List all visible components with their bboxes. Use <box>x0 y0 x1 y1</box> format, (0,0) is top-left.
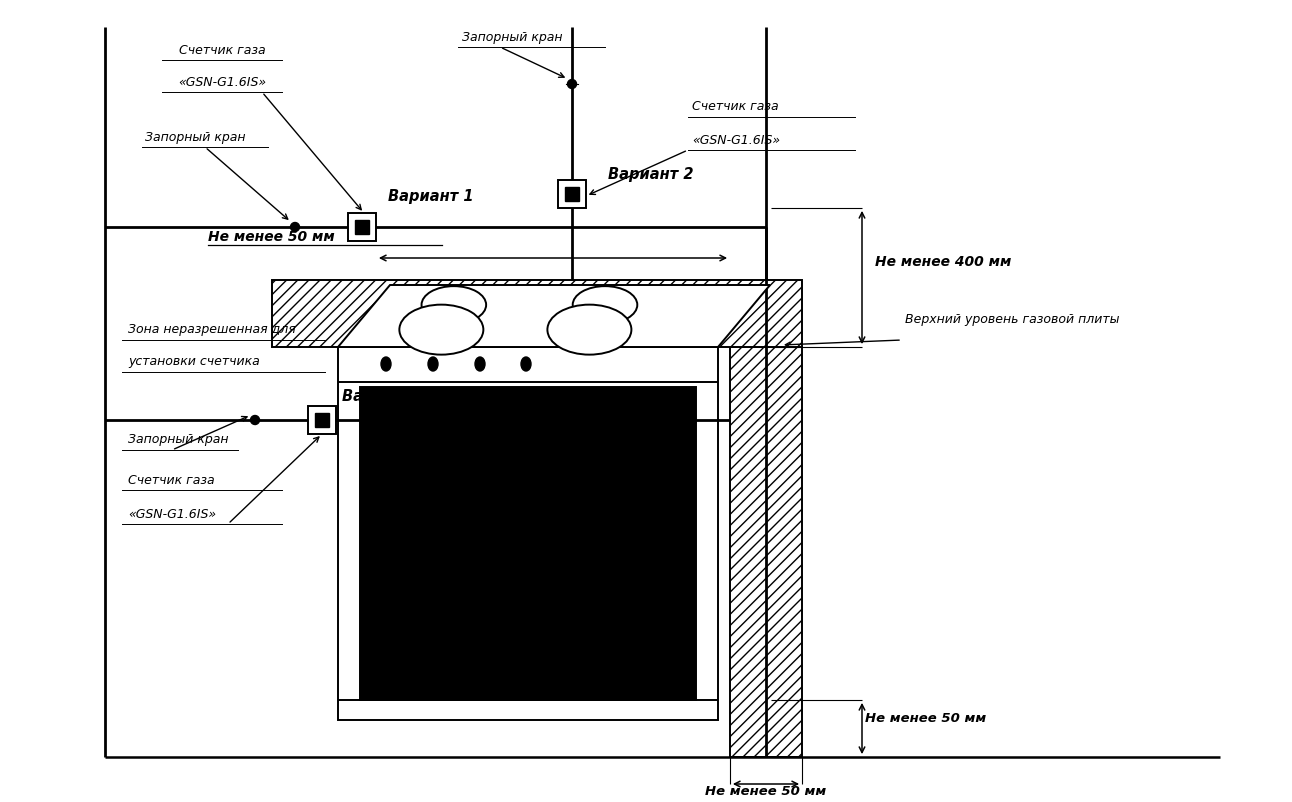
Text: Не менее 400 мм: Не менее 400 мм <box>875 256 1012 269</box>
Text: установки счетчика: установки счетчика <box>128 355 260 368</box>
Ellipse shape <box>421 286 486 323</box>
Text: Счетчик газа: Счетчик газа <box>693 100 779 114</box>
Text: Не менее 50 мм: Не менее 50 мм <box>208 230 335 244</box>
Text: Запорный кран: Запорный кран <box>128 434 229 447</box>
Text: Счетчик газа: Счетчик газа <box>178 43 265 56</box>
Text: Счетчик газа: Счетчик газа <box>128 473 214 487</box>
Bar <box>730 347 802 757</box>
Ellipse shape <box>572 286 637 323</box>
Ellipse shape <box>475 357 484 371</box>
Text: Верхний уровень газовой плиты: Верхний уровень газовой плиты <box>904 314 1119 326</box>
Text: Зона неразрешенная для: Зона неразрешенная для <box>128 323 296 337</box>
Ellipse shape <box>381 357 391 371</box>
Bar <box>339 347 718 720</box>
Text: Не менее 50 мм: Не менее 50 мм <box>866 712 986 725</box>
Text: Вариант 2: Вариант 2 <box>609 167 694 181</box>
Circle shape <box>291 222 300 232</box>
Bar <box>273 280 802 347</box>
Bar <box>355 220 370 234</box>
Text: «GSN-G1.6IS»: «GSN-G1.6IS» <box>178 75 266 88</box>
Circle shape <box>251 415 260 424</box>
Ellipse shape <box>428 357 438 371</box>
Text: Запорный кран: Запорный кран <box>463 30 562 43</box>
Text: «GSN-G1.6IS»: «GSN-G1.6IS» <box>128 508 216 520</box>
Text: Вариант 3: Вариант 3 <box>342 390 428 404</box>
Circle shape <box>567 79 576 88</box>
Bar <box>315 413 329 427</box>
Ellipse shape <box>399 305 483 354</box>
Ellipse shape <box>548 305 632 354</box>
Text: Запорный кран: Запорный кран <box>145 131 245 144</box>
Ellipse shape <box>521 357 531 371</box>
Bar <box>565 187 579 201</box>
Polygon shape <box>339 285 770 347</box>
Bar <box>558 180 587 208</box>
Text: Вариант 1: Вариант 1 <box>388 189 473 205</box>
Bar <box>360 387 696 700</box>
Bar <box>348 213 376 241</box>
Text: Не менее 50 мм: Не менее 50 мм <box>705 785 827 798</box>
Bar <box>307 406 336 434</box>
Text: «GSN-G1.6IS»: «GSN-G1.6IS» <box>693 133 780 147</box>
